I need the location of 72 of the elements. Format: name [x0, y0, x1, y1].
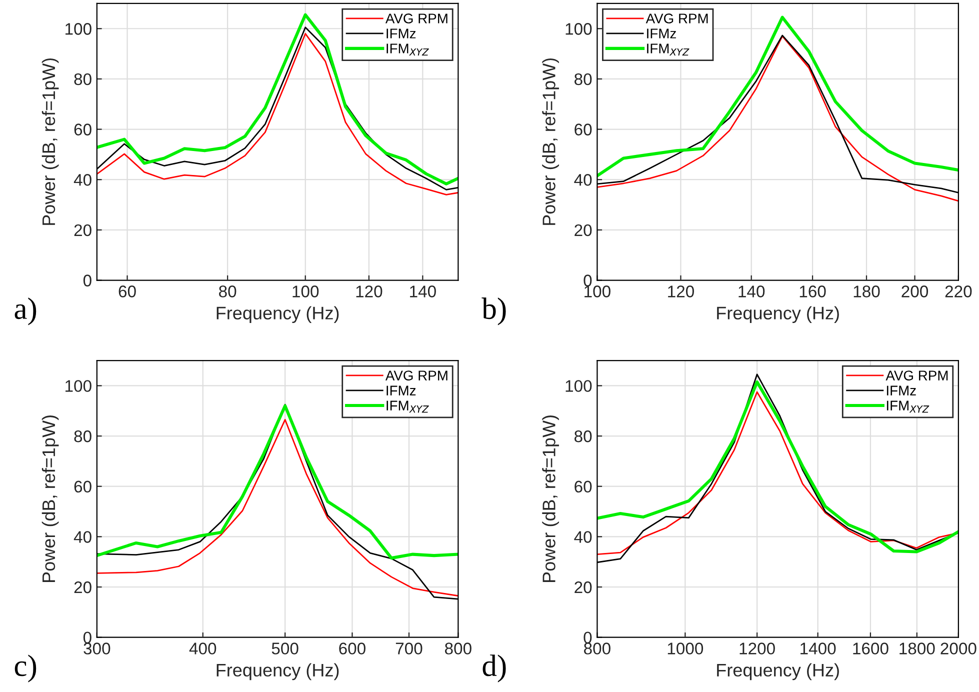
x-tick-label: 800 — [584, 642, 610, 654]
y-tick-label: 20 — [74, 224, 92, 236]
legend-label: IFMz — [386, 28, 416, 38]
y-tick-label: 80 — [574, 73, 592, 86]
y-tick-label: 100 — [66, 380, 92, 392]
y-tick-label: 0 — [83, 632, 92, 644]
y-tick-label: 80 — [74, 430, 92, 442]
y-tick-label: 100 — [566, 380, 592, 392]
text: a) — [14, 298, 36, 326]
text: c) — [14, 654, 36, 682]
x-tick-label: 600 — [339, 642, 366, 654]
x-tick-label: 800 — [444, 642, 472, 654]
y-tick-label: 20 — [574, 224, 592, 236]
y-tick-label: 80 — [74, 73, 92, 86]
x-tick-label: 220 — [945, 286, 972, 298]
y-axis-title: Power (dB, ref=1pW) — [542, 58, 559, 225]
legend-label: IFMz — [647, 28, 676, 38]
y-tick-label: 0 — [584, 274, 592, 286]
x-tick-label: 100 — [292, 286, 319, 298]
x-tick-label: 80 — [219, 286, 236, 298]
x-tick-label: 160 — [800, 286, 826, 298]
text: d) — [482, 654, 506, 682]
y-tick-label: 0 — [83, 274, 92, 286]
y-tick-label: 40 — [74, 174, 92, 186]
x-tick-label: 500 — [272, 642, 298, 654]
x-axis-title: Frequency (Hz) — [717, 306, 839, 324]
legend-label: AVG RPM — [886, 370, 948, 380]
y-tick-label: 60 — [74, 124, 92, 136]
text: b) — [482, 298, 506, 326]
x-axis-title: Frequency (Hz) — [717, 663, 839, 680]
y-tick-label: 80 — [574, 430, 592, 442]
legend-label: IFM$_{XYZ}$ — [647, 44, 690, 56]
y-tick-label: 40 — [74, 531, 92, 543]
y-tick-label: 100 — [66, 23, 92, 35]
x-tick-label: 2000 — [940, 642, 976, 654]
x-tick-label: 1200 — [740, 642, 775, 654]
y-tick-label: 60 — [74, 480, 92, 493]
legend-label: IFM$_{XYZ}$ — [386, 400, 429, 413]
x-tick-label: 140 — [738, 286, 765, 298]
x-tick-label: 60 — [118, 286, 136, 298]
y-tick-label: 20 — [74, 581, 92, 594]
x-axis-title: Frequency (Hz) — [216, 306, 339, 324]
x-tick-label: 1600 — [853, 642, 888, 654]
legend-label: IFM$_{XYZ}$ — [386, 44, 429, 56]
y-tick-label: 20 — [574, 581, 592, 594]
x-tick-label: 1800 — [900, 642, 935, 654]
legend-label: AVG RPM — [385, 370, 448, 380]
x-tick-label: 140 — [410, 286, 436, 298]
x-tick-label: 1400 — [800, 642, 836, 654]
x-tick-label: 180 — [854, 286, 880, 298]
x-tick-label: 120 — [356, 286, 382, 298]
x-tick-label: 1000 — [668, 642, 704, 654]
y-tick-label: 60 — [574, 480, 592, 493]
x-tick-label: 200 — [902, 286, 928, 298]
y-tick-label: 0 — [584, 632, 592, 644]
y-tick-label: 60 — [574, 124, 592, 136]
legend-label: IFMz — [386, 386, 416, 396]
legend-label: IFMz — [886, 386, 916, 396]
y-tick-label: 40 — [574, 531, 592, 543]
legend-label: AVG RPM — [385, 14, 448, 24]
y-axis-title: Power (dB, ref=1pW) — [42, 416, 59, 582]
x-axis-title: Frequency (Hz) — [216, 663, 339, 680]
y-tick-label: 100 — [566, 23, 592, 35]
y-axis-title: Power (dB, ref=1pW) — [542, 416, 559, 582]
legend-label: AVG RPM — [646, 14, 708, 24]
x-tick-label: 120 — [668, 286, 694, 298]
legend-label: IFM$_{XYZ}$ — [886, 400, 930, 413]
y-axis-title: Power (dB, ref=1pW) — [42, 58, 59, 225]
x-tick-label: 700 — [396, 642, 422, 654]
x-tick-label: 400 — [189, 642, 216, 654]
x-tick-label: 300 — [84, 642, 110, 654]
y-tick-label: 40 — [574, 174, 592, 186]
